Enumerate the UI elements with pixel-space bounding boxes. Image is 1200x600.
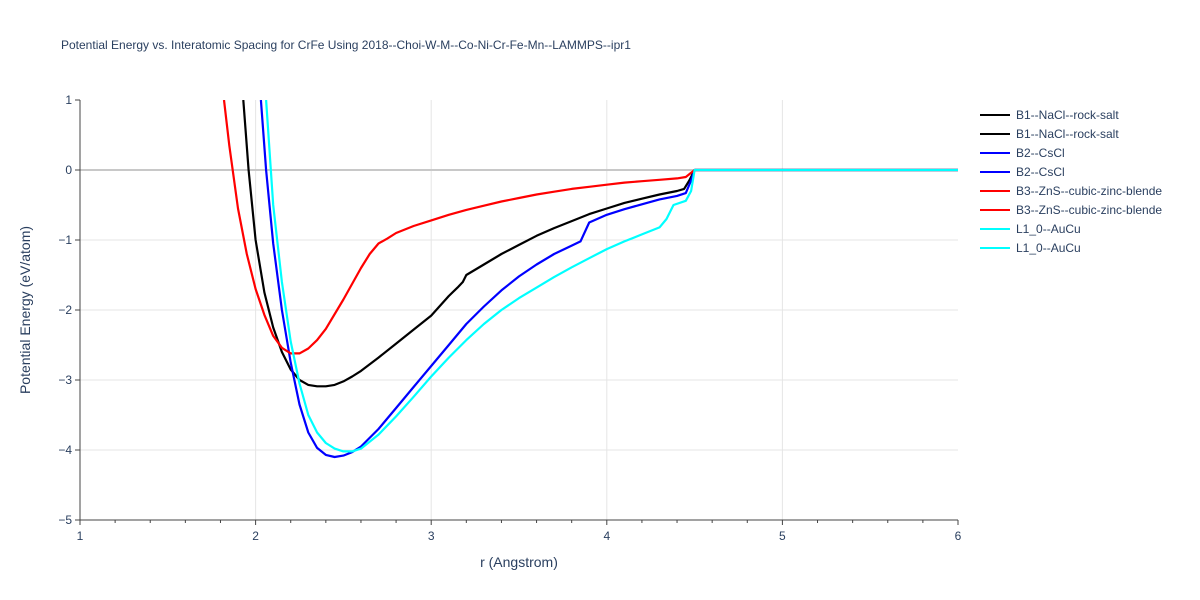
legend-label: B2--CsCl <box>1016 145 1065 160</box>
legend-item[interactable]: B1--NaCl--rock-salt <box>980 105 1119 124</box>
axes <box>75 99 959 525</box>
y-tick-label: −3 <box>58 373 72 387</box>
y-tick-label: −4 <box>58 443 72 457</box>
y-tick-label: 0 <box>65 163 72 177</box>
chart-title: Potential Energy vs. Interatomic Spacing… <box>61 38 631 52</box>
legend-item[interactable]: B3--ZnS--cubic-zinc-blende <box>980 181 1162 200</box>
legend-swatch <box>980 227 1010 230</box>
legend-item[interactable]: B3--ZnS--cubic-zinc-blende <box>980 200 1162 219</box>
x-tick-label: 2 <box>252 529 259 543</box>
legend-item[interactable]: L1_0--AuCu <box>980 238 1081 257</box>
y-tick-label: −5 <box>58 513 72 527</box>
x-tick-label: 3 <box>428 529 435 543</box>
y-tick-label: −2 <box>58 303 72 317</box>
y-axis-label: Potential Energy (eV/atom) <box>17 225 33 395</box>
legend-swatch <box>980 170 1010 173</box>
legend-swatch <box>980 246 1010 249</box>
x-tick-label: 5 <box>779 529 786 543</box>
legend-label: B2--CsCl <box>1016 164 1065 179</box>
series-line-b1-nacl-rock-salt[interactable] <box>242 100 958 388</box>
x-tick-label: 1 <box>77 529 84 543</box>
legend-item[interactable]: B1--NaCl--rock-salt <box>980 124 1119 143</box>
y-tick-label: 1 <box>65 93 72 107</box>
legend-label: L1_0--AuCu <box>1016 240 1081 255</box>
series-group <box>222 100 958 459</box>
series-line-b3-zns-cubic-zinc-blende[interactable] <box>222 100 958 355</box>
legend-swatch <box>980 132 1010 135</box>
series-line-l1-0-aucu[interactable] <box>265 100 958 453</box>
x-tick-label: 6 <box>955 529 962 543</box>
y-tick-label: −1 <box>58 233 72 247</box>
x-axis-label: r (Angstrom) <box>480 554 558 570</box>
legend-label: B3--ZnS--cubic-zinc-blende <box>1016 183 1163 198</box>
grid <box>80 100 958 520</box>
legend-label: L1_0--AuCu <box>1016 221 1081 236</box>
legend-swatch <box>980 189 1010 192</box>
series-line-b2-cscl[interactable] <box>259 100 958 459</box>
legend-item[interactable]: B2--CsCl <box>980 162 1065 181</box>
legend-item[interactable]: L1_0--AuCu <box>980 219 1081 238</box>
legend-item[interactable]: B2--CsCl <box>980 143 1065 162</box>
legend-label: B1--NaCl--rock-salt <box>1016 107 1119 122</box>
legend-label: B1--NaCl--rock-salt <box>1016 126 1119 141</box>
legend-swatch <box>980 208 1010 211</box>
legend-swatch <box>980 151 1010 154</box>
x-tick-label: 4 <box>603 529 610 543</box>
legend-swatch <box>980 113 1010 116</box>
tick-labels: 1 2 3 4 5 6 1 0 −1 −2 −3 −4 −5 <box>58 93 961 543</box>
legend-label: B3--ZnS--cubic-zinc-blende <box>1016 202 1163 217</box>
